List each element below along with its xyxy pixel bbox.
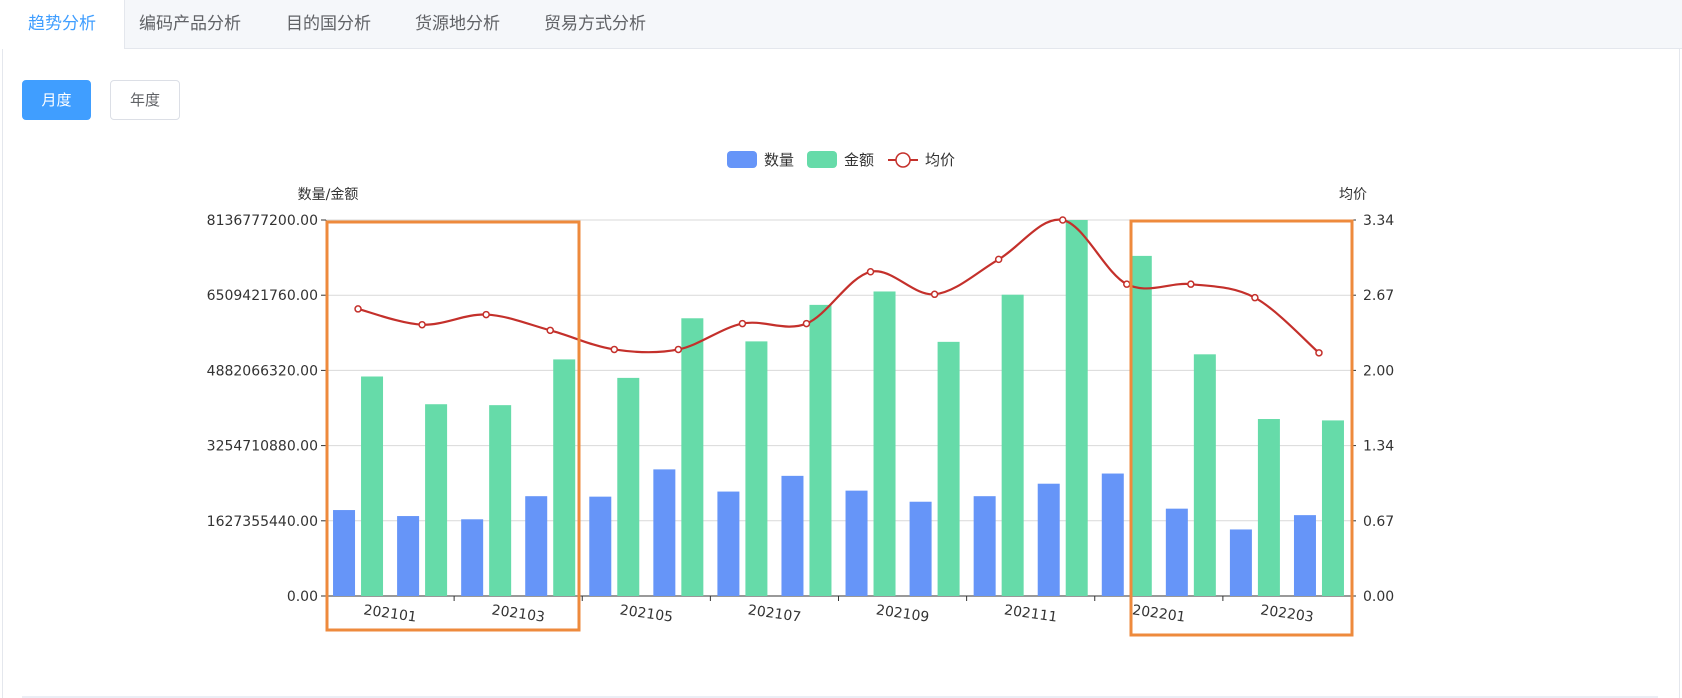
bar-quantity <box>973 496 996 596</box>
x-tick-label: 202107 <box>747 602 802 625</box>
bar-amount <box>553 359 576 596</box>
bar-amount <box>1129 255 1152 596</box>
x-tick-label: 202105 <box>619 602 674 625</box>
bar-amount <box>1257 419 1280 596</box>
bar-quantity <box>525 496 548 596</box>
y-right-tick-label: 1.34 <box>1363 439 1394 455</box>
bar-quantity <box>333 510 356 596</box>
y-right-tick-label: 2.00 <box>1363 363 1394 379</box>
y-left-tick-label: 6509421760.00 <box>207 288 318 304</box>
bar-quantity <box>1165 508 1188 596</box>
price-point <box>610 345 619 354</box>
price-point <box>354 305 362 313</box>
bar-amount <box>1321 420 1344 596</box>
legend-marker-price <box>895 152 911 168</box>
bar-amount <box>489 405 512 596</box>
price-point <box>994 255 1003 264</box>
price-point <box>802 319 811 328</box>
price-point <box>1315 349 1323 357</box>
y-left-tick-label: 4882066320.00 <box>207 363 318 379</box>
monthly-button[interactable]: 月度 <box>22 80 91 120</box>
price-point <box>738 319 747 328</box>
bar-quantity <box>461 519 484 596</box>
bar-quantity <box>653 469 676 596</box>
tab-trend-analysis[interactable]: 趋势分析 <box>0 0 125 50</box>
y-right-tick-label: 2.67 <box>1363 288 1394 304</box>
tab-trade-mode-analysis[interactable]: 贸易方式分析 <box>544 14 646 34</box>
bar-quantity <box>845 490 868 596</box>
price-point <box>418 320 426 329</box>
price-point <box>546 326 554 335</box>
price-point <box>1251 293 1259 302</box>
bar-amount <box>1065 220 1088 596</box>
bar-amount <box>873 291 896 596</box>
x-tick-label: 202101 <box>362 602 417 625</box>
x-tick-label: 202203 <box>1259 602 1314 625</box>
bar-quantity <box>909 501 932 596</box>
y-left-tick-label: 1627355440.00 <box>207 514 318 530</box>
bar-amount <box>1193 354 1216 596</box>
bar-amount <box>617 377 640 596</box>
content-panel <box>2 49 1680 698</box>
x-tick-label: 202109 <box>875 602 930 625</box>
tab-origin-analysis[interactable]: 货源地分析 <box>415 14 500 34</box>
bar-amount <box>745 341 768 596</box>
legend-label-price: 均价 <box>925 151 955 169</box>
tab-destination-country-analysis[interactable]: 目的国分析 <box>286 14 371 34</box>
price-point <box>482 310 490 319</box>
highlight-box <box>325 220 581 632</box>
bar-amount <box>425 404 448 596</box>
legend-label-amount: 金额 <box>844 151 874 169</box>
price-point <box>930 290 939 299</box>
y-left-tick-label: 3254710880.00 <box>207 439 318 455</box>
bar-quantity <box>589 496 612 596</box>
x-tick-label: 202201 <box>1131 602 1186 625</box>
price-point <box>674 345 683 354</box>
tab-bar: 趋势分析 编码产品分析 目的国分析 货源地分析 贸易方式分析 <box>0 0 1682 50</box>
legend-label-quantity: 数量 <box>764 151 794 169</box>
y-right-axis-title: 均价 <box>1339 187 1367 203</box>
bar-quantity <box>717 491 740 596</box>
y-right-tick-label: 3.34 <box>1363 213 1394 229</box>
y-right-tick-label: 0.67 <box>1363 514 1394 530</box>
bar-quantity <box>1101 473 1124 596</box>
bar-quantity <box>397 516 420 596</box>
legend-swatch-amount <box>807 151 837 168</box>
y-right-tick-label: 0.00 <box>1363 589 1394 605</box>
x-tick-label: 202111 <box>1003 602 1058 625</box>
highlight-box <box>1129 219 1354 637</box>
bar-amount <box>1001 294 1024 596</box>
bar-amount <box>937 341 960 596</box>
price-point <box>1123 280 1131 288</box>
y-left-tick-label: 0.00 <box>287 589 318 605</box>
price-point <box>866 268 875 276</box>
price-line <box>357 218 1320 354</box>
bar-quantity <box>781 475 804 596</box>
yearly-button[interactable]: 年度 <box>110 80 180 120</box>
tab-hs-code-product-analysis[interactable]: 编码产品分析 <box>139 14 241 34</box>
y-left-axis-title: 数量/金额 <box>298 187 359 203</box>
y-left-tick-label: 8136777200.00 <box>207 213 318 229</box>
bar-amount <box>361 376 384 596</box>
bar-amount <box>681 318 704 596</box>
price-point <box>1187 280 1195 288</box>
legend-swatch-quantity <box>727 151 757 168</box>
price-point <box>1058 216 1067 224</box>
bar-quantity <box>1229 529 1252 596</box>
bar-quantity <box>1293 515 1316 596</box>
x-tick-label: 202103 <box>491 602 546 625</box>
bar-quantity <box>1037 483 1060 596</box>
divider <box>22 696 1658 698</box>
bar-amount <box>809 304 832 596</box>
